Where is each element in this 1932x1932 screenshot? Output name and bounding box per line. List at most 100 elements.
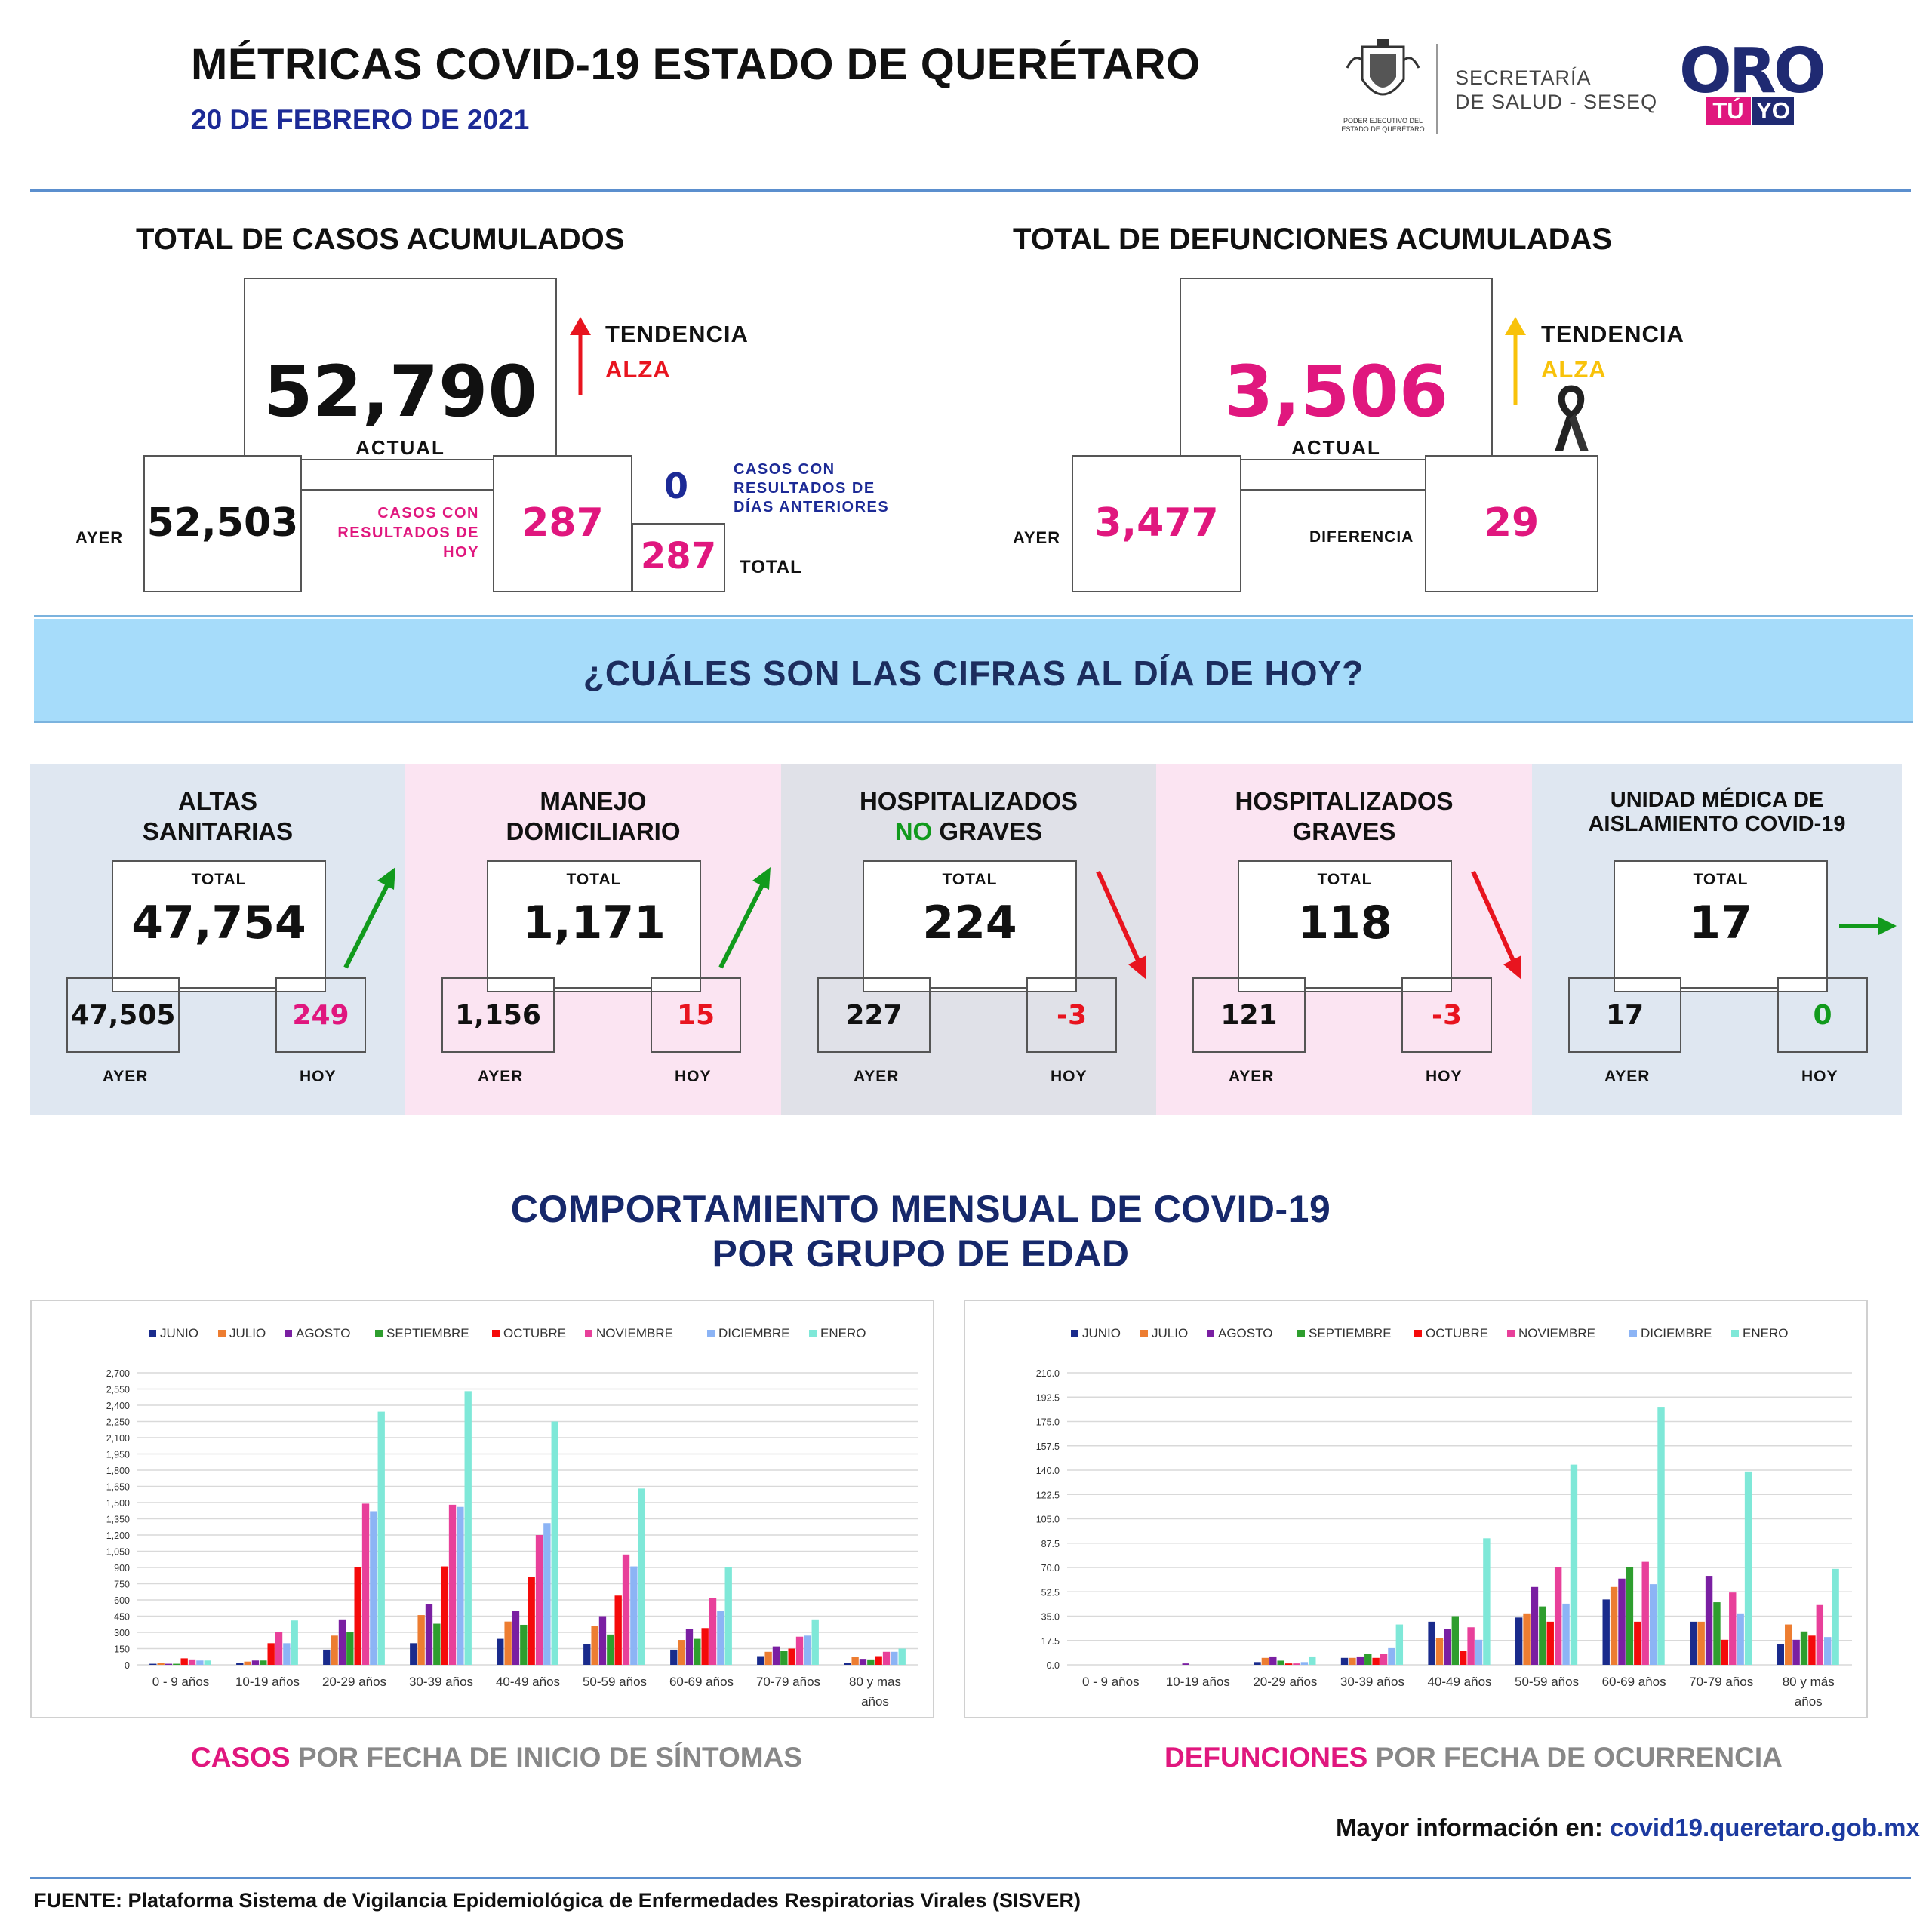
deaths-difference-value: 29 bbox=[1484, 500, 1540, 546]
bar bbox=[188, 1659, 196, 1665]
bar bbox=[1539, 1606, 1546, 1665]
deaths-title: TOTAL DE DEFUNCIONES ACUMULADAS bbox=[1013, 223, 1613, 256]
state-government-logo-text: PODER EJECUTIVO DEL ESTADO DE QUERÉTARO bbox=[1341, 117, 1425, 133]
y-tick-label: 1,800 bbox=[106, 1466, 130, 1476]
x-category-label: años bbox=[861, 1694, 889, 1709]
panel-total-value: 17 bbox=[1689, 897, 1752, 949]
header-separator bbox=[30, 189, 1911, 192]
x-category-label: 10-19 años bbox=[1166, 1675, 1230, 1689]
bar bbox=[236, 1663, 244, 1665]
bar bbox=[448, 1504, 457, 1665]
state-government-logo: PODER EJECUTIVO DEL ESTADO DE QUERÉTARO bbox=[1340, 38, 1426, 136]
cases-previous-days-label: CASOS CON RESULTADOS DE DÍAS ANTERIORES bbox=[734, 461, 890, 515]
cases-yesterday-box: 52,503 bbox=[143, 455, 302, 592]
bar bbox=[543, 1523, 551, 1665]
bar bbox=[1460, 1651, 1467, 1665]
panel-today-label: HOY bbox=[1426, 1068, 1463, 1085]
panel-connector bbox=[929, 987, 1027, 989]
y-tick-label: 2,250 bbox=[106, 1417, 130, 1428]
x-category-label: 60-69 años bbox=[669, 1675, 734, 1689]
y-tick-label: 750 bbox=[114, 1580, 130, 1590]
bar bbox=[875, 1656, 882, 1665]
header-divider bbox=[1436, 44, 1438, 134]
deaths-yesterday-box: 3,477 bbox=[1072, 455, 1241, 592]
bar bbox=[180, 1658, 188, 1665]
cases-trend-value: ALZA bbox=[605, 356, 671, 383]
bar bbox=[788, 1648, 795, 1665]
bar bbox=[1372, 1657, 1380, 1665]
cases-actual-box: 52,790 ACTUAL bbox=[244, 278, 557, 460]
bar bbox=[724, 1567, 732, 1665]
panel-total-box: TOTAL 47,754 bbox=[112, 860, 326, 992]
x-category-label: 50-59 años bbox=[583, 1675, 647, 1689]
y-tick-label: 300 bbox=[114, 1628, 130, 1638]
bar bbox=[1690, 1621, 1697, 1665]
y-tick-label: 600 bbox=[114, 1595, 130, 1606]
bar bbox=[1785, 1624, 1792, 1665]
y-tick-label: 52.5 bbox=[1041, 1587, 1060, 1598]
deaths-by-age-chart-frame: JUNIO JULIO AGOSTO SEPTIEMBRE OCTUBRE NOVIEMB… bbox=[964, 1300, 1868, 1718]
bar bbox=[898, 1648, 906, 1665]
y-tick-label: 2,700 bbox=[106, 1368, 130, 1379]
legend-label: NOVIEMBRE bbox=[596, 1326, 673, 1340]
y-tick-label: 70.0 bbox=[1041, 1563, 1060, 1574]
x-category-label: 80 y mas bbox=[849, 1675, 901, 1689]
legend-swatch bbox=[1207, 1330, 1214, 1337]
deaths-connector bbox=[1241, 489, 1426, 491]
bar bbox=[1269, 1656, 1277, 1665]
legend-label: AGOSTO bbox=[296, 1326, 350, 1340]
x-category-label: 70-79 años bbox=[1689, 1675, 1753, 1689]
secretaria-line2: DE SALUD - SESEQ bbox=[1455, 91, 1658, 113]
bar bbox=[377, 1411, 385, 1665]
bar bbox=[512, 1611, 520, 1665]
bar bbox=[433, 1623, 441, 1665]
legend-label: JUNIO bbox=[160, 1326, 198, 1340]
cases-previous-days-value: 0 bbox=[664, 466, 689, 506]
bar bbox=[882, 1651, 891, 1665]
bar bbox=[1388, 1647, 1395, 1665]
panel-title-rest: GRAVES bbox=[932, 817, 1043, 845]
indicator-panel: UNIDAD MÉDICA DE AISLAMIENTO COVID-19 TOTA… bbox=[1532, 764, 1902, 1115]
y-tick-label: 210.0 bbox=[1036, 1368, 1060, 1379]
indicator-panel: MANEJO DOMICILIARIO TOTAL 1,171 1,156 15 AYER H… bbox=[405, 764, 781, 1115]
bar bbox=[844, 1663, 851, 1665]
panel-total-box: TOTAL 224 bbox=[863, 860, 1077, 992]
indicator-panel: ALTAS SANITARIAS TOTAL 47,754 47,505 249 AYER H… bbox=[30, 764, 405, 1115]
bar bbox=[1816, 1604, 1824, 1665]
x-category-label: 0 - 9 años bbox=[152, 1675, 210, 1689]
bar bbox=[441, 1566, 448, 1665]
panel-total-label: TOTAL bbox=[191, 871, 247, 888]
bar bbox=[607, 1634, 614, 1665]
legend-label: NOVIEMBRE bbox=[1518, 1326, 1595, 1340]
bar bbox=[1340, 1657, 1349, 1665]
bar bbox=[1649, 1584, 1657, 1665]
panel-total-box: TOTAL 118 bbox=[1238, 860, 1452, 992]
more-info-link[interactable]: covid19.queretaro.gob.mx bbox=[1610, 1814, 1920, 1841]
bar bbox=[1349, 1657, 1356, 1665]
cases-by-age-chart: JUNIO JULIO AGOSTO SEPTIEMBRE OCTUBRE NOVIEMB… bbox=[106, 1326, 918, 1709]
panel-total-label: TOTAL bbox=[566, 871, 622, 888]
x-category-label: 30-39 años bbox=[1340, 1675, 1404, 1689]
bar bbox=[157, 1663, 165, 1665]
cases-title: TOTAL DE CASOS ACUMULADOS bbox=[136, 223, 625, 256]
bar bbox=[551, 1421, 558, 1665]
panel-total-label: TOTAL bbox=[942, 871, 998, 888]
panel-yesterday-label: AYER bbox=[478, 1068, 524, 1085]
y-tick-label: 2,550 bbox=[106, 1385, 130, 1395]
panel-title-line1: MANEJO bbox=[540, 787, 647, 815]
bar bbox=[1697, 1621, 1705, 1665]
cases-today-results-box: 287 bbox=[493, 455, 632, 592]
bar bbox=[772, 1646, 780, 1665]
y-tick-label: 1,350 bbox=[106, 1515, 130, 1525]
panel-title-line2: AISLAMIENTO COVID-19 bbox=[1588, 812, 1846, 836]
panel-today-label: HOY bbox=[1051, 1068, 1088, 1085]
panel-yesterday-label: AYER bbox=[1229, 1068, 1275, 1085]
panel-today-label: HOY bbox=[300, 1068, 337, 1085]
y-tick-label: 175.0 bbox=[1036, 1417, 1060, 1428]
cases-by-age-chart-frame: JUNIO JULIO AGOSTO SEPTIEMBRE OCTUBRE NOVIEMB… bbox=[30, 1300, 934, 1718]
bar bbox=[598, 1616, 607, 1665]
bar bbox=[685, 1629, 694, 1665]
x-category-label: 80 y más bbox=[1783, 1675, 1835, 1689]
bar bbox=[1562, 1603, 1570, 1665]
x-category-label: 30-39 años bbox=[409, 1675, 473, 1689]
